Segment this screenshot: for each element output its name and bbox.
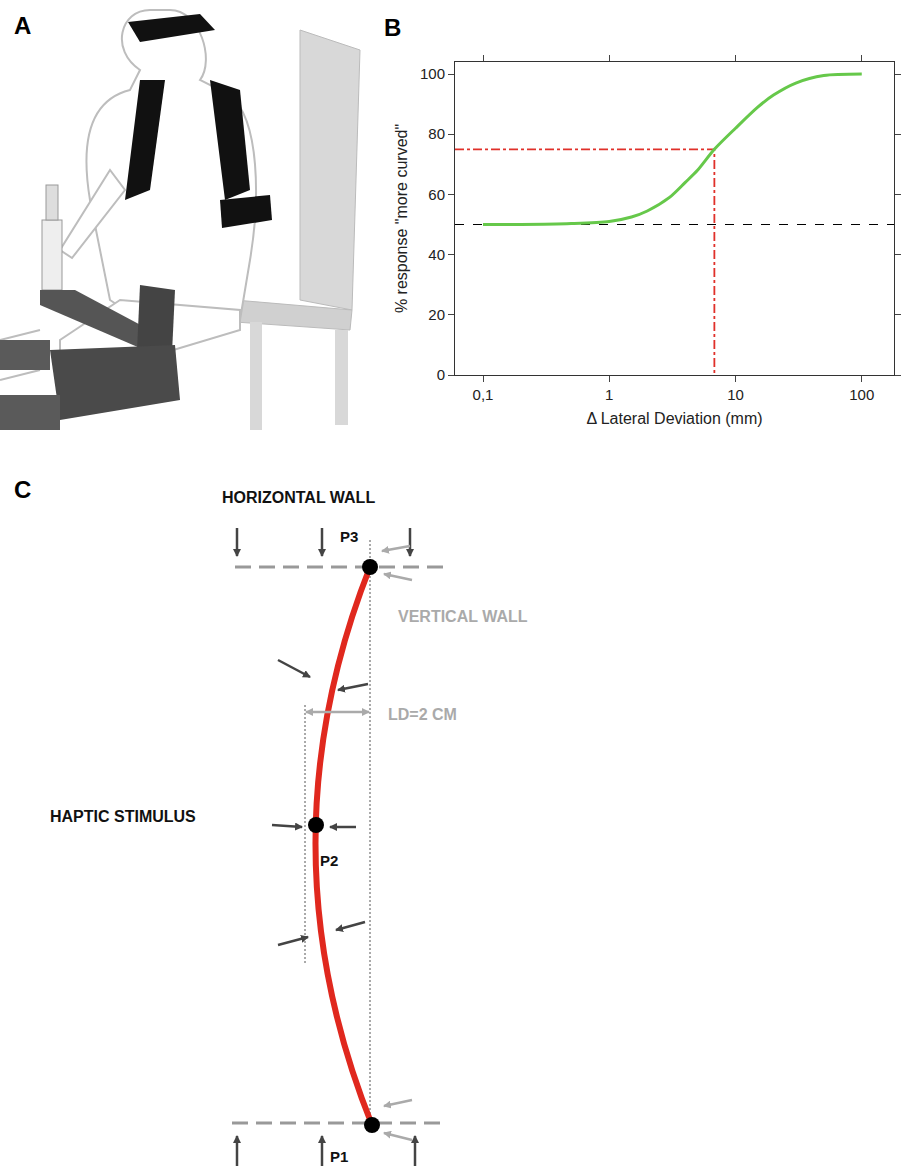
svg-text:VERTICAL WALL: VERTICAL WALL — [398, 608, 528, 625]
svg-text:HAPTIC STIMULUS: HAPTIC STIMULUS — [50, 808, 196, 825]
html-text:B: B — [384, 14, 402, 41]
svg-text:Δ Lateral Deviation (mm): Δ Lateral Deviation (mm) — [586, 410, 762, 427]
svg-text:% response "more curved": % response "more curved" — [393, 124, 410, 313]
svg-text:20: 20 — [428, 306, 445, 323]
svg-text:80: 80 — [428, 125, 445, 142]
svg-text:100: 100 — [849, 386, 874, 403]
svg-text:0: 0 — [437, 366, 445, 383]
svg-text:P3: P3 — [340, 528, 358, 545]
html-text:A: A — [14, 12, 32, 39]
svg-text:60: 60 — [428, 186, 445, 203]
svg-text:100: 100 — [420, 65, 445, 82]
html-text:C: C — [14, 476, 32, 503]
svg-text:10: 10 — [727, 386, 744, 403]
svg-text:HORIZONTAL WALL: HORIZONTAL WALL — [222, 489, 375, 506]
svg-text:40: 40 — [428, 246, 445, 263]
svg-text:P1: P1 — [330, 1148, 348, 1165]
svg-text:LD=2 CM: LD=2 CM — [388, 706, 457, 723]
svg-text:1: 1 — [605, 386, 613, 403]
svg-text:0,1: 0,1 — [473, 386, 494, 403]
svg-text:P2: P2 — [320, 852, 338, 869]
